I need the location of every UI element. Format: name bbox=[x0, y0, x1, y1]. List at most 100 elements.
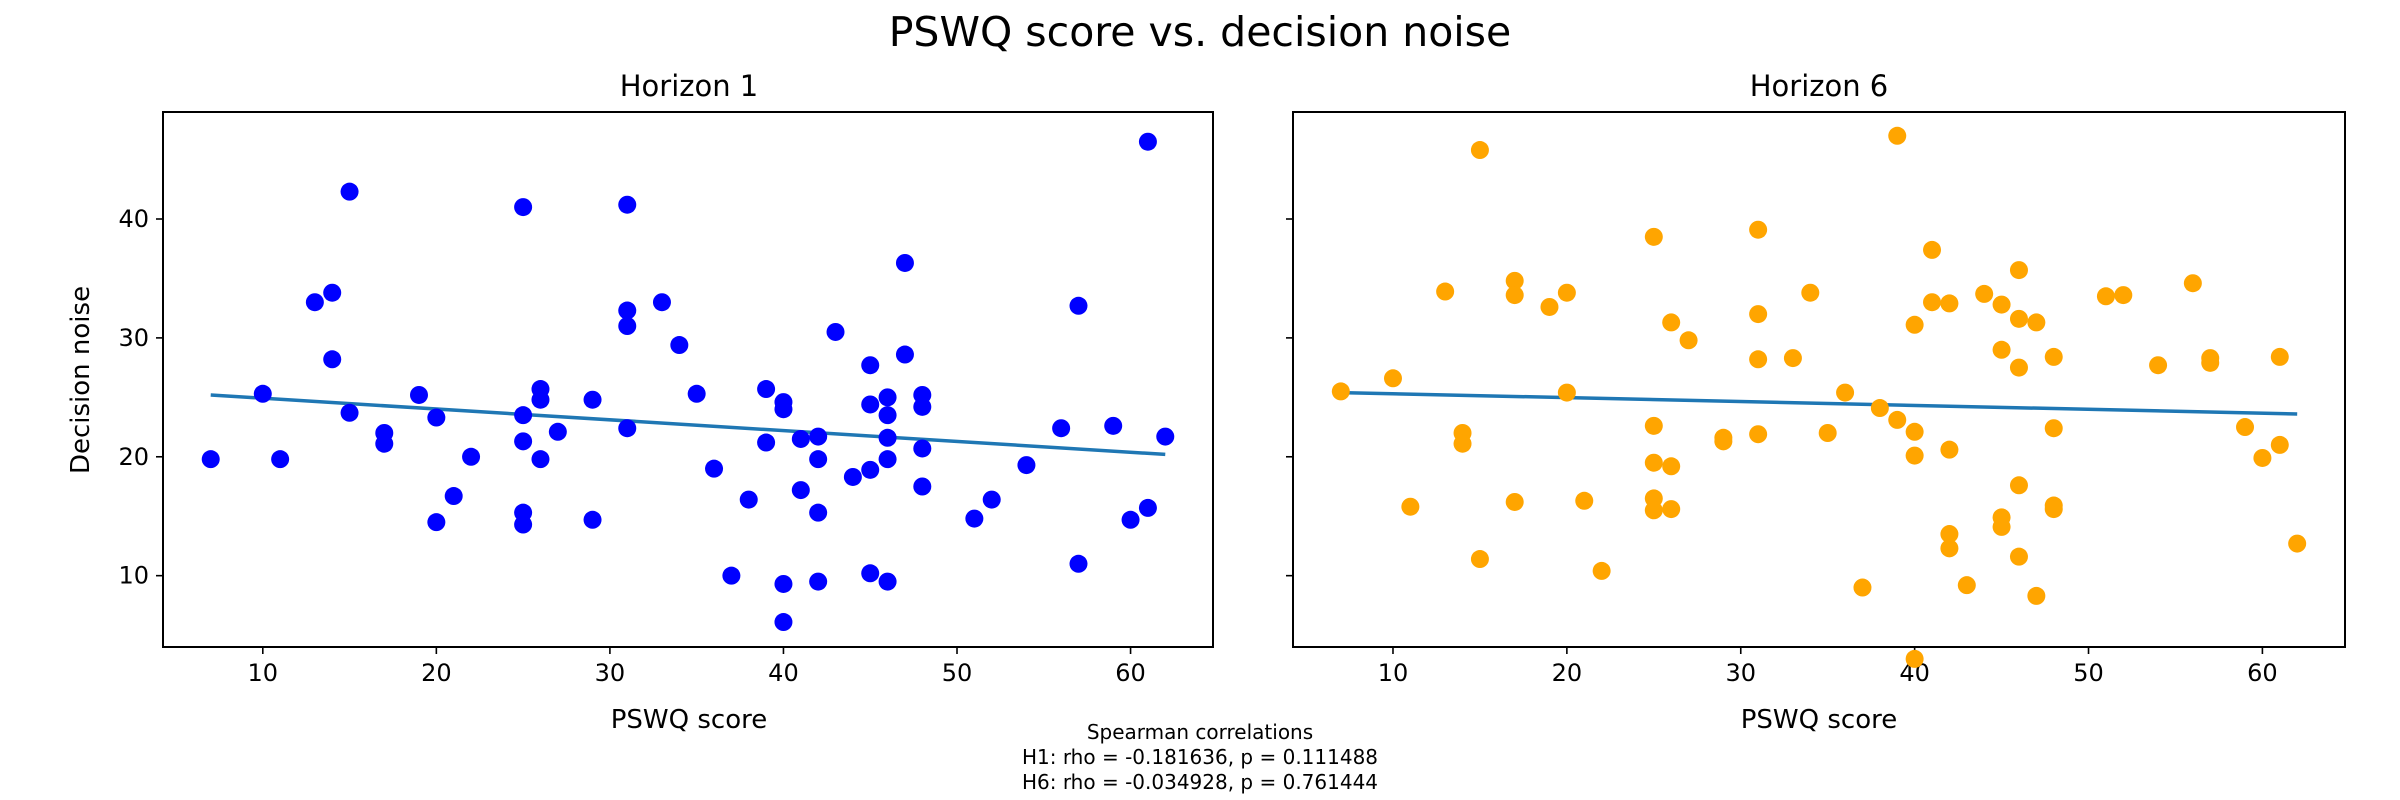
data-point bbox=[1783, 349, 1802, 368]
data-point bbox=[2027, 313, 2046, 332]
x-axis-label: PSWQ score bbox=[611, 705, 767, 735]
data-point bbox=[878, 572, 897, 591]
data-point bbox=[531, 390, 550, 409]
footnote-line-h1: H1: rho = -0.181636, p = 0.111488 bbox=[1021, 745, 1379, 769]
data-point bbox=[687, 384, 706, 403]
x-tick-label: 30 bbox=[595, 659, 626, 687]
data-point bbox=[1957, 576, 1976, 595]
data-point bbox=[1505, 286, 1524, 305]
x-tick-label: 40 bbox=[768, 659, 799, 687]
data-point bbox=[1923, 293, 1942, 312]
data-point bbox=[1940, 440, 1959, 459]
data-point bbox=[427, 408, 446, 427]
data-point bbox=[444, 487, 463, 506]
data-point bbox=[618, 195, 637, 214]
data-point bbox=[323, 283, 342, 302]
data-point bbox=[1679, 331, 1698, 350]
data-point bbox=[1801, 283, 1820, 302]
data-point bbox=[1888, 126, 1907, 145]
data-point bbox=[1714, 432, 1733, 451]
data-point bbox=[305, 293, 324, 312]
data-point bbox=[2009, 261, 2028, 280]
data-point bbox=[705, 459, 724, 478]
data-point bbox=[2114, 286, 2133, 305]
data-point bbox=[1749, 220, 1768, 239]
data-point bbox=[774, 574, 793, 593]
data-point bbox=[1749, 305, 1768, 324]
x-tick-label: 20 bbox=[1552, 659, 1583, 687]
data-point bbox=[774, 400, 793, 419]
data-point bbox=[201, 450, 220, 469]
data-point bbox=[1818, 424, 1837, 442]
y-tick-label: 40 bbox=[118, 205, 149, 233]
data-point bbox=[1436, 282, 1455, 301]
data-point bbox=[618, 317, 637, 335]
y-tick-label: 30 bbox=[118, 324, 149, 352]
data-point bbox=[878, 388, 897, 407]
data-point bbox=[340, 182, 359, 201]
x-tick-label: 30 bbox=[1725, 659, 1756, 687]
data-point bbox=[1557, 283, 1576, 302]
y-tick-label: 20 bbox=[118, 443, 149, 471]
data-point bbox=[1905, 649, 1924, 668]
data-point bbox=[1069, 296, 1088, 315]
x-tick-label: 20 bbox=[421, 659, 452, 687]
data-point bbox=[1662, 500, 1681, 519]
data-point bbox=[2009, 476, 2028, 495]
spearman-correlations-note: Spearman correlations H1: rho = -0.18163… bbox=[0, 720, 2400, 795]
data-point bbox=[514, 198, 533, 217]
data-point bbox=[1836, 383, 1855, 402]
data-point bbox=[2270, 347, 2289, 366]
data-point bbox=[1940, 294, 1959, 313]
data-point bbox=[757, 433, 776, 452]
data-point bbox=[1940, 539, 1959, 558]
x-tick-label: 10 bbox=[1378, 659, 1409, 687]
data-point bbox=[1383, 369, 1402, 388]
data-point bbox=[1331, 382, 1350, 401]
x-tick-label: 60 bbox=[1115, 659, 1146, 687]
subplot-title: Horizon 6 bbox=[1750, 69, 1889, 103]
data-point bbox=[878, 428, 897, 447]
data-point bbox=[861, 564, 880, 583]
x-tick-label: 60 bbox=[2247, 659, 2278, 687]
data-point bbox=[1992, 517, 2011, 536]
data-point bbox=[1905, 446, 1924, 465]
data-point bbox=[2236, 418, 2255, 437]
footnote-line-h6: H6: rho = -0.034928, p = 0.761444 bbox=[1021, 770, 1379, 794]
data-point bbox=[1453, 434, 1472, 453]
data-point bbox=[826, 322, 845, 341]
figure-title: PSWQ score vs. decision noise bbox=[889, 8, 1512, 56]
data-point bbox=[1470, 550, 1489, 569]
data-point bbox=[1923, 240, 1942, 259]
data-point bbox=[1749, 350, 1768, 369]
data-point bbox=[271, 450, 290, 469]
data-point bbox=[982, 490, 1001, 509]
data-point bbox=[791, 481, 810, 500]
data-point bbox=[409, 385, 428, 404]
data-point bbox=[843, 467, 862, 486]
data-point bbox=[548, 422, 567, 441]
data-point bbox=[375, 434, 394, 453]
plot-area bbox=[1292, 111, 2346, 648]
data-point bbox=[1505, 492, 1524, 511]
data-point bbox=[809, 503, 828, 522]
data-point bbox=[1662, 457, 1681, 476]
data-point bbox=[1644, 416, 1663, 435]
data-point bbox=[514, 515, 533, 534]
data-point bbox=[340, 403, 359, 422]
data-point bbox=[1138, 498, 1157, 517]
data-point bbox=[1557, 383, 1576, 402]
data-point bbox=[2044, 419, 2063, 438]
data-point bbox=[1017, 456, 1036, 475]
x-tick-label: 50 bbox=[942, 659, 973, 687]
data-point bbox=[1905, 422, 1924, 441]
data-point bbox=[757, 380, 776, 399]
data-point bbox=[861, 356, 880, 375]
data-point bbox=[2027, 586, 2046, 605]
y-axis-label: Decision noise bbox=[66, 286, 96, 474]
data-point bbox=[583, 390, 602, 409]
data-point bbox=[774, 613, 793, 632]
data-point bbox=[861, 460, 880, 479]
data-point bbox=[1940, 525, 1959, 544]
